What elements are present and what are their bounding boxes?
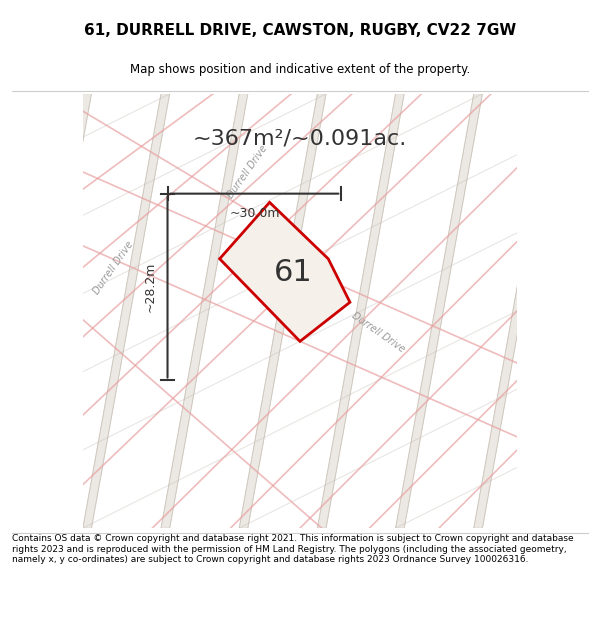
Text: 61, DURRELL DRIVE, CAWSTON, RUGBY, CV22 7GW: 61, DURRELL DRIVE, CAWSTON, RUGBY, CV22 …: [84, 22, 516, 38]
Text: ~367m²/~0.091ac.: ~367m²/~0.091ac.: [193, 129, 407, 149]
Polygon shape: [161, 94, 248, 528]
Text: ~30.0m: ~30.0m: [229, 207, 280, 219]
Polygon shape: [474, 94, 560, 528]
Text: Durrell Drive: Durrell Drive: [91, 239, 135, 296]
Polygon shape: [317, 94, 404, 528]
Polygon shape: [0, 94, 13, 528]
Polygon shape: [395, 94, 482, 528]
Text: Durrell Drive: Durrell Drive: [350, 311, 407, 354]
Polygon shape: [83, 94, 170, 528]
Text: Map shows position and indicative extent of the property.: Map shows position and indicative extent…: [130, 63, 470, 76]
Polygon shape: [552, 94, 600, 528]
Polygon shape: [220, 202, 350, 341]
Text: Contains OS data © Crown copyright and database right 2021. This information is : Contains OS data © Crown copyright and d…: [12, 534, 574, 564]
Text: ~28.2m: ~28.2m: [143, 262, 157, 312]
Text: Durrell Drive: Durrell Drive: [226, 144, 270, 200]
Polygon shape: [239, 94, 326, 528]
Polygon shape: [5, 94, 91, 528]
Text: 61: 61: [274, 258, 313, 288]
